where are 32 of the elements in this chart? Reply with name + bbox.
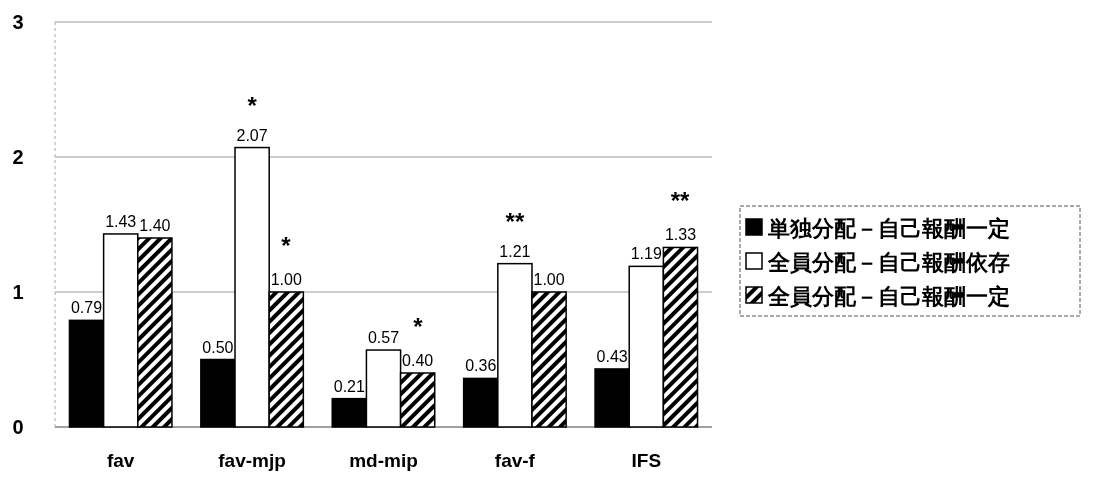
data-label: 1.00 <box>533 271 565 288</box>
data-label: 1.00 <box>270 271 302 288</box>
y-tick-label: 0 <box>12 416 24 438</box>
data-label: 0.40 <box>402 352 434 369</box>
x-tick-label: fav <box>106 450 135 471</box>
x-tick-label: fav-mjp <box>218 450 286 471</box>
data-label: 1.43 <box>105 212 137 230</box>
annotation: * <box>413 313 424 340</box>
data-label: 0.79 <box>70 299 103 317</box>
annotation: * <box>247 91 258 119</box>
data-label: 1.33 <box>664 226 697 244</box>
data-label: 0.43 <box>596 347 628 365</box>
data-label: 1.21 <box>499 242 531 260</box>
y-tick-label: 3 <box>12 11 24 33</box>
x-tick-label: IFS <box>631 450 662 471</box>
data-label: 1.40 <box>139 217 171 234</box>
legend-label: 単独分配－自己報酬一定 <box>767 215 1010 241</box>
data-label: 0.21 <box>333 377 366 395</box>
data-label: 0.57 <box>367 329 400 347</box>
x-tick-label: fav-f <box>494 450 536 471</box>
annotation: ** <box>505 207 525 235</box>
annotation: * <box>281 232 292 259</box>
legend-label: 全員分配－自己報酬依存 <box>767 249 1010 275</box>
data-label: 2.07 <box>236 126 268 144</box>
data-label: 0.50 <box>202 338 234 356</box>
data-label: 1.19 <box>630 245 662 263</box>
y-tick-label: 2 <box>12 146 24 168</box>
legend-label: 全員分配－自己報酬一定 <box>767 283 1010 309</box>
y-tick-label: 1 <box>12 281 24 303</box>
annotation: ** <box>670 187 690 214</box>
data-label: 0.36 <box>465 357 497 375</box>
x-tick-label: md-mip <box>349 450 418 471</box>
